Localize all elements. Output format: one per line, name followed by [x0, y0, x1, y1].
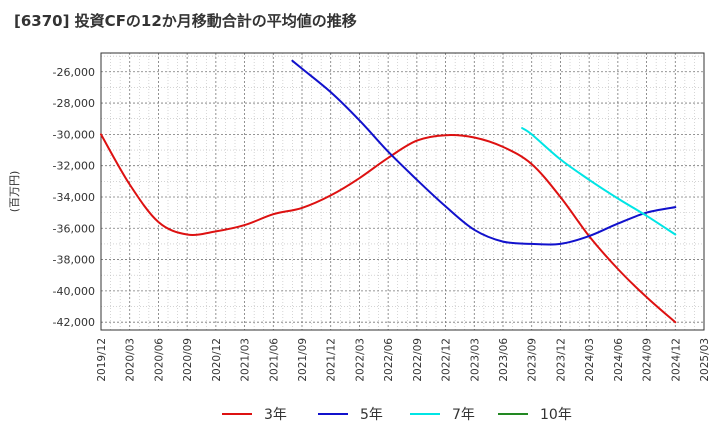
chart-title: [6370] 投資CFの12か月移動合計の平均値の推移 — [14, 12, 357, 30]
x-tick-label: 2020/12 — [211, 338, 223, 382]
y-tick-label: -36,000 — [53, 222, 95, 235]
series-line-3 — [521, 127, 677, 236]
x-tick-label: 2022/12 — [441, 338, 453, 382]
x-tick-label: 2024/06 — [613, 338, 625, 382]
legend-label-1: 3年 — [264, 407, 287, 423]
x-tick-label: 2024/03 — [584, 338, 596, 382]
x-tick-label: 2023/12 — [555, 338, 567, 382]
x-tick-label: 2024/09 — [642, 338, 654, 382]
x-tick-label: 2025/03 — [699, 338, 711, 382]
legend-label-2: 5年 — [360, 407, 383, 423]
y-tick-label: -28,000 — [53, 97, 95, 110]
x-tick-label: 2023/09 — [527, 338, 539, 382]
x-tick-label: 2022/09 — [412, 338, 424, 382]
plot-area — [101, 53, 704, 330]
x-tick-label: 2020/09 — [182, 338, 194, 382]
x-tick-label: 2024/12 — [670, 338, 682, 382]
x-tick-label: 2022/03 — [354, 338, 366, 382]
x-tick-label: 2020/06 — [153, 338, 165, 382]
x-tick-label: 2023/06 — [498, 338, 510, 382]
x-tick-label: 2021/03 — [240, 338, 252, 382]
y-tick-label: -34,000 — [53, 191, 95, 204]
series-line-1 — [100, 133, 677, 324]
y-tick-label: -32,000 — [53, 160, 95, 173]
x-tick-label: 2023/03 — [469, 338, 481, 382]
x-tick-label: 2021/06 — [268, 338, 280, 382]
plot-frame — [100, 52, 705, 331]
y-tick-label: -38,000 — [53, 254, 95, 267]
x-tick-label: 2022/06 — [383, 338, 395, 382]
y-axis-label: (百万円) — [8, 171, 21, 213]
x-tick-label: 2021/09 — [297, 338, 309, 382]
legend-label-4: 10年 — [540, 407, 572, 423]
legend-label-3: 7年 — [452, 407, 475, 423]
x-tick-label: 2019/12 — [96, 338, 108, 382]
x-tick-label: 2020/03 — [125, 338, 137, 382]
series-line-2 — [291, 59, 677, 246]
y-tick-label: -42,000 — [53, 316, 95, 329]
y-tick-label: -26,000 — [53, 66, 95, 79]
y-tick-label: -40,000 — [53, 285, 95, 298]
y-tick-label: -30,000 — [53, 128, 95, 141]
x-tick-label: 2021/12 — [326, 338, 338, 382]
